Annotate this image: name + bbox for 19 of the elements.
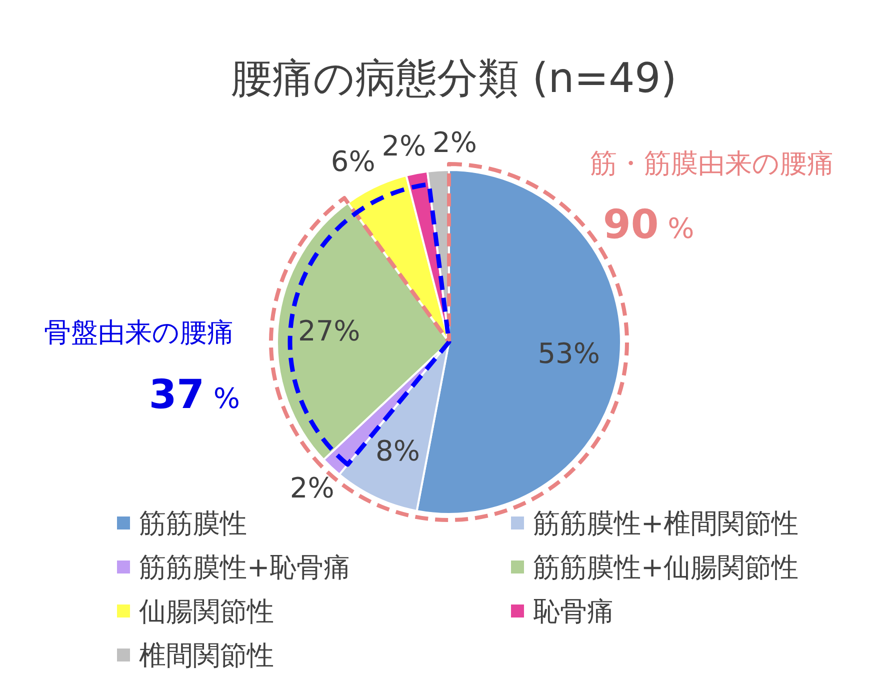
- chart-title: 腰痛の病態分類 (n=49): [231, 54, 677, 102]
- legend-label: 筋筋膜性+椎間関節性: [533, 508, 799, 540]
- text: 骨盤由来の腰痛: [44, 318, 234, 349]
- data-label: 27%: [298, 314, 360, 348]
- text: 90 %: [603, 202, 694, 248]
- legend-label: 筋筋膜性+仙腸関節性: [533, 552, 799, 584]
- legend-label: 仙腸関節性: [139, 596, 274, 628]
- data-label: 2%: [290, 472, 334, 505]
- data-label: 2%: [382, 129, 426, 162]
- legend-label: 椎間関節性: [139, 640, 274, 672]
- legend-label: 筋筋膜性+恥骨痛: [139, 552, 351, 584]
- text: 37 %: [148, 372, 240, 418]
- data-label: 2%: [432, 126, 477, 160]
- legend-label: 筋筋膜性: [139, 508, 247, 540]
- data-label: 53%: [538, 337, 600, 370]
- legend-label: 恥骨痛: [533, 596, 614, 628]
- data-label: 6%: [330, 144, 376, 178]
- text: 筋・筋膜由来の腰痛: [590, 148, 834, 180]
- data-label: 8%: [376, 434, 420, 468]
